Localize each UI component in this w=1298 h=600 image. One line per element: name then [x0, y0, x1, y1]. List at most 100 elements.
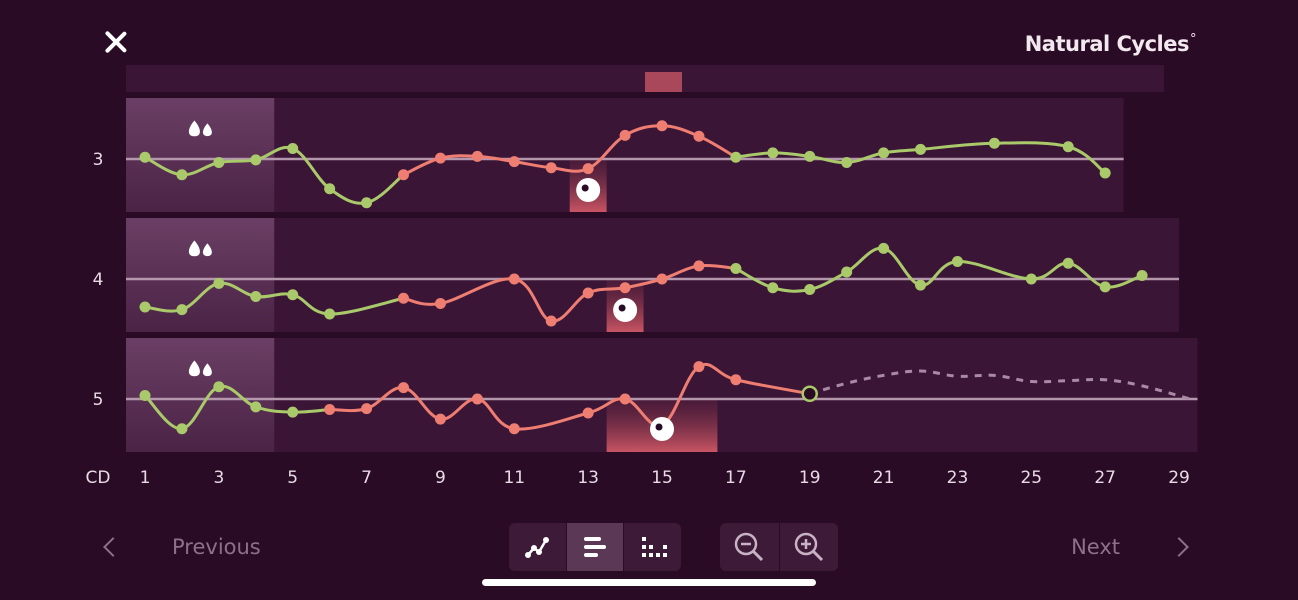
- zoom-controls: [720, 523, 838, 571]
- chevron-left-icon: [103, 537, 123, 557]
- footer-navigation: Previous Next: [0, 522, 1298, 572]
- temperature-point: [471, 150, 483, 162]
- row-label: 4: [93, 270, 104, 290]
- temperature-point: [804, 284, 816, 295]
- previous-button[interactable]: Previous: [100, 522, 261, 572]
- temperature-point: [730, 151, 742, 163]
- temperature-point: [841, 266, 853, 278]
- temperature-point: [434, 152, 446, 164]
- ovulation-egg-yolk: [655, 423, 663, 431]
- temperature-point: [619, 282, 631, 294]
- x-tick-label: 17: [725, 468, 747, 488]
- bars-view-button[interactable]: [566, 523, 625, 571]
- cycle-comparison-chart: 3 4 5CD 1 3 5 7 9 11 13 15 17 19 21 23 25 27 29: [86, 65, 1198, 488]
- temperature-point: [1062, 257, 1074, 269]
- x-axis-label: CD: [86, 468, 111, 488]
- dots-view-button[interactable]: [624, 523, 681, 571]
- temperature-point: [804, 150, 816, 162]
- next-button[interactable]: Next: [1071, 522, 1192, 572]
- temperature-point: [656, 273, 668, 285]
- temperature-point: [1136, 270, 1148, 281]
- line-chart-icon: [525, 537, 550, 558]
- temperature-point: [1099, 281, 1111, 293]
- x-tick-label: 1: [140, 468, 151, 488]
- row-label: 3: [93, 150, 104, 170]
- temperature-point: [139, 151, 151, 163]
- ovulation-egg-icon: [613, 298, 638, 322]
- x-tick-label: 13: [577, 468, 599, 488]
- x-tick-label: 5: [287, 468, 298, 488]
- ovulation-egg-yolk: [581, 184, 589, 192]
- temperature-point: [767, 147, 779, 159]
- x-tick-label: 29: [1168, 468, 1190, 488]
- temperature-point: [398, 292, 410, 304]
- temperature-line: [402, 124, 738, 177]
- temperature-point: [250, 291, 262, 302]
- temperature-point: [1062, 141, 1074, 153]
- period-band: [126, 338, 275, 452]
- temperature-point: [619, 393, 631, 405]
- temperature-point: [508, 273, 520, 285]
- chevron-right-icon: [1169, 537, 1189, 557]
- temperature-point: [878, 242, 890, 254]
- x-tick-label: 11: [503, 468, 525, 488]
- temperature-point: [287, 289, 299, 301]
- cycle-row-background: [126, 218, 1180, 332]
- x-tick-label: 23: [947, 468, 969, 488]
- x-tick-label: 27: [1094, 468, 1116, 488]
- temperature-point: [287, 143, 299, 154]
- x-tick-label: 19: [799, 468, 821, 488]
- temperature-point: [656, 120, 668, 132]
- x-tick-label: 9: [435, 468, 446, 488]
- temperature-point: [730, 263, 742, 274]
- temperature-point: [767, 282, 779, 294]
- temperature-point: [730, 374, 742, 386]
- period-drop-icon: [188, 360, 212, 377]
- period-band: [126, 98, 275, 212]
- x-tick-label: 7: [361, 468, 372, 488]
- zoom-in-button[interactable]: [780, 523, 839, 571]
- temperature-point: [988, 137, 1000, 149]
- temperature-point: [434, 298, 446, 309]
- temperature-point: [951, 256, 963, 267]
- temperature-point: [471, 393, 483, 405]
- view-toggle: [509, 523, 681, 571]
- temperature-point: [139, 301, 151, 313]
- predicted-line: [809, 369, 1191, 401]
- previous-ovulation-band: [645, 72, 682, 92]
- x-tick-label: 3: [213, 468, 224, 488]
- dots-grid-icon: [641, 537, 667, 557]
- temperature-point: [361, 197, 373, 209]
- temperature-point: [324, 183, 336, 195]
- temperature-point: [915, 143, 927, 155]
- temperature-point: [324, 404, 336, 415]
- temperature-point: [1025, 273, 1037, 285]
- zoom-out-button[interactable]: [720, 523, 780, 571]
- temperature-point: [693, 260, 705, 272]
- zoom-in-icon: [794, 532, 823, 562]
- temperature-point: [176, 423, 188, 435]
- ovulation-egg-yolk: [618, 304, 626, 312]
- ovulation-egg-icon: [576, 178, 601, 202]
- home-indicator: [482, 579, 816, 586]
- brand-logo: Natural Cycles°: [1024, 32, 1197, 56]
- temperature-point: [213, 381, 225, 393]
- temperature-point: [878, 147, 890, 159]
- temperature-point: [619, 129, 631, 141]
- temperature-point: [582, 163, 594, 175]
- x-tick-label: 15: [651, 468, 673, 488]
- temperature-point: [545, 162, 557, 174]
- temperature-point: [582, 287, 594, 299]
- x-tick-label: 25: [1020, 468, 1042, 488]
- temperature-point: [287, 406, 299, 418]
- temperature-point: [398, 169, 410, 181]
- today-point: [801, 385, 818, 402]
- temperature-point: [361, 403, 373, 415]
- temperature-point: [434, 413, 446, 425]
- temperature-point: [398, 382, 410, 394]
- zoom-out-icon: [735, 532, 764, 562]
- line-chart-view-button[interactable]: [509, 523, 567, 571]
- temperature-point: [176, 169, 188, 181]
- temperature-point: [693, 361, 705, 373]
- cycle-row-background: [126, 98, 1124, 212]
